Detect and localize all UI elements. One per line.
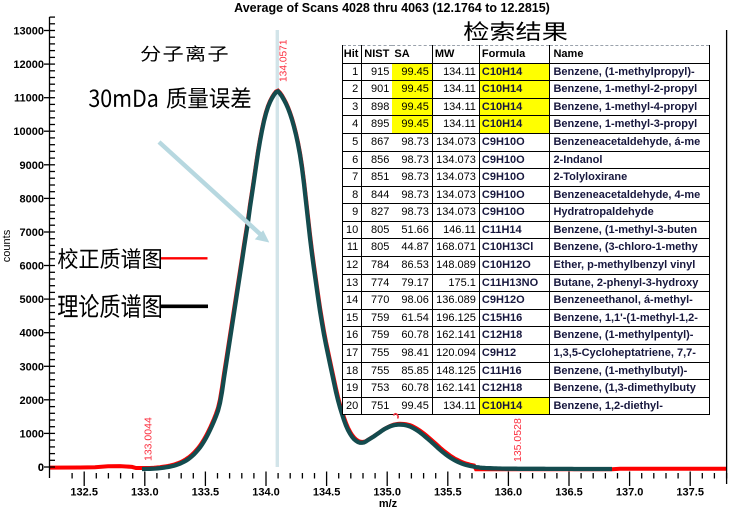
svg-text:7000: 7000	[20, 227, 44, 239]
svg-text:136.5: 136.5	[555, 487, 583, 499]
svg-text:13000: 13000	[13, 26, 44, 38]
svg-text:counts: counts	[1, 229, 13, 262]
svg-text:133.5: 133.5	[192, 487, 220, 499]
svg-text:3000: 3000	[20, 361, 44, 373]
svg-text:2000: 2000	[20, 395, 44, 407]
svg-text:5000: 5000	[20, 294, 44, 306]
svg-text:0: 0	[38, 462, 44, 474]
svg-text:134.0571: 134.0571	[279, 39, 290, 82]
svg-text:9000: 9000	[20, 160, 44, 172]
svg-text:133.0044: 133.0044	[143, 417, 155, 461]
svg-text:136.0: 136.0	[495, 487, 523, 499]
svg-text:135.0528: 135.0528	[512, 418, 524, 462]
svg-text:11000: 11000	[14, 93, 44, 105]
svg-text:132.5: 132.5	[70, 487, 98, 499]
svg-text:134.5: 134.5	[313, 487, 341, 499]
svg-text:8000: 8000	[20, 193, 44, 205]
svg-text:137.5: 137.5	[676, 487, 704, 499]
svg-text:12000: 12000	[13, 59, 44, 71]
svg-text:137.0: 137.0	[616, 487, 644, 499]
svg-text:10000: 10000	[13, 126, 44, 138]
svg-text:6000: 6000	[20, 261, 44, 273]
svg-text:4000: 4000	[20, 328, 44, 340]
svg-text:135.5: 135.5	[434, 487, 462, 499]
svg-text:m/z: m/z	[379, 498, 398, 510]
svg-text:1000: 1000	[20, 428, 44, 440]
svg-text:0: 0	[38, 462, 44, 474]
svg-text:134.0: 134.0	[252, 487, 280, 499]
svg-text:135.0: 135.0	[373, 487, 401, 499]
svg-text:133.0: 133.0	[131, 487, 159, 499]
svg-text:Average of Scans 4028 thru 406: Average of Scans 4028 thru 4063 (12.1764…	[234, 1, 550, 15]
